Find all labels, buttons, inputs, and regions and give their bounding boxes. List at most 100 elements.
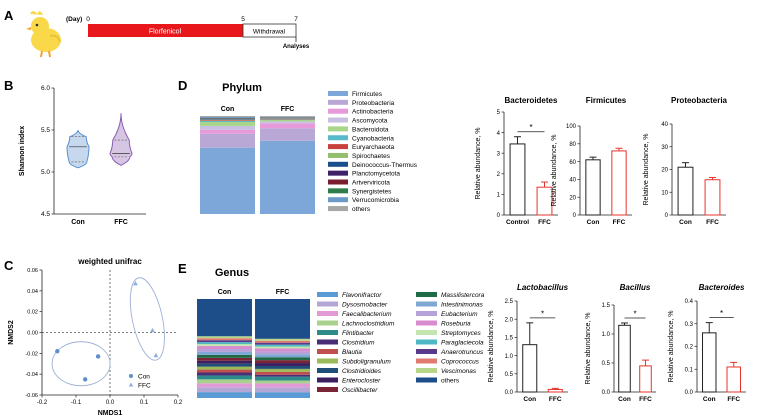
genus-legend-swatch-0: [317, 292, 338, 297]
proteobacteria-ytick-label: 20: [661, 168, 668, 174]
pcoa-point-con-2: [82, 377, 88, 382]
genus-segment-14-0: [197, 346, 252, 349]
phylum-segment-4-1: [260, 119, 315, 122]
bacteroidetes-ytick-label: 3: [497, 151, 501, 157]
genus-legend-label-0: Flavonifractor: [342, 292, 382, 299]
pcoa-legend-con-marker: [129, 374, 133, 378]
panel-label-b: B: [4, 78, 13, 93]
pcoa-xtick-label: -0.2: [37, 400, 48, 406]
bacillus-sig-label: *: [633, 309, 636, 318]
genus-legend-label-9: Enterocloster: [342, 378, 381, 385]
pcoa-point-ffc-0: [133, 280, 138, 286]
phylum-segment-13-0: [200, 116, 255, 117]
genus-segment-11-0: [197, 354, 252, 358]
phylum-legend-label-8: Deinococcus-Thermus: [352, 162, 418, 169]
genus-legend-swatch-3: [317, 320, 338, 326]
bacteroidetes-ytick-label: 5: [497, 110, 501, 116]
bacillus-x-label-0: Con: [618, 396, 631, 403]
genus-legend-label-4: Flintibacter: [342, 330, 375, 337]
panel-label-a: A: [4, 8, 14, 23]
proteobacteria-ytick-label: 0: [665, 213, 669, 219]
genus-legend-swatch-13: [416, 311, 437, 316]
bacillus-ytick-label: 1.0: [602, 332, 611, 338]
genus-segment-6-1: [255, 371, 310, 375]
genus-segment-17-1: [255, 342, 310, 345]
firmicutes-ytick-label: 60: [569, 160, 576, 166]
pcoa-legend-con-label: Con: [138, 374, 150, 381]
shannon-y-label: Shannon index: [19, 126, 26, 176]
genus-legend-swatch-10: [317, 387, 338, 392]
bacillus-ytick-label: 1.5: [602, 303, 611, 309]
genus-legend-label-20: others: [441, 378, 460, 385]
genus-legend-label-18: Coprococcus: [441, 359, 480, 366]
bacteroidetes-sig-label: *: [529, 123, 532, 132]
phylum-legend-swatch-11: [328, 188, 348, 194]
phylum-legend-label-2: Actinobacteria: [352, 109, 394, 116]
genus-legend-swatch-6: [317, 349, 338, 354]
bacteroides-bar-chart: Bacteroides 0.0 0.1 0.2 0.3 0.4 Relative abund…: [668, 283, 746, 403]
bacteroidetes-x-label-1: FFC: [538, 219, 551, 226]
genus-column-label-0: Con: [218, 289, 232, 296]
phylum-legend-swatch-9: [328, 170, 348, 176]
bacteroidetes-x-label-0: Control: [506, 219, 529, 226]
genus-segment-8-1: [255, 365, 310, 369]
proteobacteria-bar-0: [677, 166, 694, 216]
bacillus-ytick-label: 0.0: [602, 390, 611, 396]
pcoa-title: weighted unifrac: [77, 257, 142, 266]
shannon-violin-1: [109, 113, 133, 166]
genus-segment-15-0: [197, 344, 252, 347]
firmicutes-x-label-0: Con: [587, 219, 600, 226]
genus-legend-swatch-11: [416, 292, 437, 297]
phylum-legend-swatch-6: [328, 144, 348, 150]
phylum-column-label-0: Con: [221, 106, 235, 113]
lactobacillus-ytick-label: 0.5: [505, 372, 514, 378]
phylum-legend-label-0: Firmicutes: [352, 91, 383, 98]
genus-segment-2-0: [197, 383, 252, 388]
pcoa-xtick-label: 0.2: [174, 400, 183, 406]
genus-segment-7-1: [255, 368, 310, 372]
bacteroides-ytick-label: 0.1: [685, 367, 694, 373]
timeline-tick-5: 5: [241, 16, 245, 23]
shannon-ytick-label: 5.0: [41, 169, 50, 176]
genus-segment-4-1: [255, 376, 310, 381]
pcoa-point-con-0: [55, 349, 60, 354]
phylum-segment-12-0: [200, 116, 255, 118]
bacteroidetes-bar-1: [536, 186, 553, 216]
genus-legend-label-7: Subdoligranulum: [342, 359, 391, 366]
lactobacillus-x-label-1: FFC: [549, 396, 562, 403]
lactobacillus-bar-0: [522, 344, 538, 393]
bacteroides-ytick-label: 0.2: [685, 345, 694, 351]
lactobacillus-title: Lactobacillus: [517, 283, 569, 292]
bacteroides-title: Bacteroides: [699, 283, 745, 292]
genus-segment-4-0: [197, 375, 252, 380]
proteobacteria-y-label: Relative abundance, %: [643, 134, 650, 206]
genus-segment-17-0: [197, 340, 252, 343]
pcoa-con-ellipse: [51, 341, 111, 387]
genus-segment-19-0: [197, 336, 252, 339]
bacteroides-y-label: Relative abundance, %: [668, 311, 675, 383]
lactobacillus-bar-1: [547, 388, 563, 393]
genus-segment-6-0: [197, 369, 252, 373]
pcoa-ytick-label: -0.06: [25, 393, 38, 399]
phylum-legend-label-11: Synergistetes: [352, 188, 392, 195]
genus-legend-swatch-1: [317, 301, 338, 307]
genus-segment-13-0: [197, 348, 252, 352]
proteobacteria-title: Proteobacteria: [671, 96, 728, 105]
phylum-legend-swatch-7: [328, 152, 348, 158]
bacillus-bar-1: [639, 365, 652, 393]
genus-segment-0-1: [255, 392, 310, 398]
bacteroides-x-label-0: Con: [703, 396, 716, 403]
phylum-legend-label-6: Euryarchaeota: [352, 144, 395, 151]
pcoa-ytick-label: 0.02: [27, 310, 38, 316]
phylum-segment-5-0: [200, 120, 255, 122]
pcoa-ffc-ellipse: [129, 277, 165, 361]
timeline-tick-7: 7: [294, 16, 298, 23]
bacillus-x-label-1: FFC: [639, 396, 652, 403]
genus-column-label-1: FFC: [276, 289, 290, 296]
genus-segment-10-0: [197, 357, 252, 361]
bacteroidetes-title: Bacteroidetes: [505, 96, 558, 105]
shannon-ytick-label: 6.0: [41, 85, 50, 92]
genus-legend-swatch-15: [416, 330, 437, 335]
lactobacillus-ytick-label: 2.0: [505, 317, 514, 323]
